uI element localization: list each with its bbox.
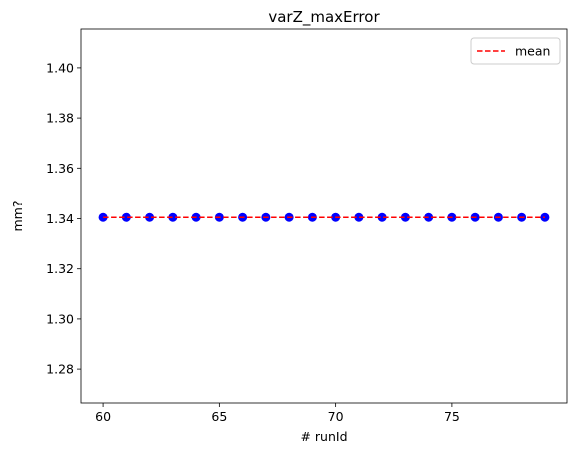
- axes-frame: [80, 28, 568, 404]
- legend-frame: [470, 37, 561, 65]
- data-point-12: [377, 212, 387, 222]
- y-tick-label-6: 1.40: [46, 60, 74, 75]
- y-axis-title: mm?: [10, 201, 25, 232]
- x-tick-label-0: 60: [95, 409, 111, 424]
- y-tick-label-1: 1.30: [46, 311, 74, 326]
- data-point-14: [424, 212, 434, 222]
- data-point-3: [168, 212, 178, 222]
- data-point-11: [354, 212, 364, 222]
- x-tick-label-1: 65: [211, 409, 227, 424]
- plot-area: 60 65 70 75 1.28 1.30 1.32 1.34 1.36 1.38 1.40: [46, 28, 568, 424]
- y-tick-label-3: 1.34: [46, 211, 74, 226]
- legend: mean: [470, 37, 561, 65]
- y-tick-label-2: 1.32: [46, 261, 74, 276]
- y-tick-label-5: 1.38: [46, 111, 74, 126]
- chart-title: varZ_maxError: [268, 8, 380, 27]
- x-tick-label-2: 70: [328, 409, 344, 424]
- data-point-1: [121, 212, 131, 222]
- y-tick-label-4: 1.36: [46, 161, 74, 176]
- y-tick-label-0: 1.28: [46, 362, 74, 377]
- data-point-13: [400, 212, 410, 222]
- legend-mean-label: mean: [515, 44, 550, 59]
- data-point-2: [145, 212, 155, 222]
- x-tick-label-3: 75: [444, 409, 460, 424]
- x-axis-title: # runId: [300, 429, 347, 444]
